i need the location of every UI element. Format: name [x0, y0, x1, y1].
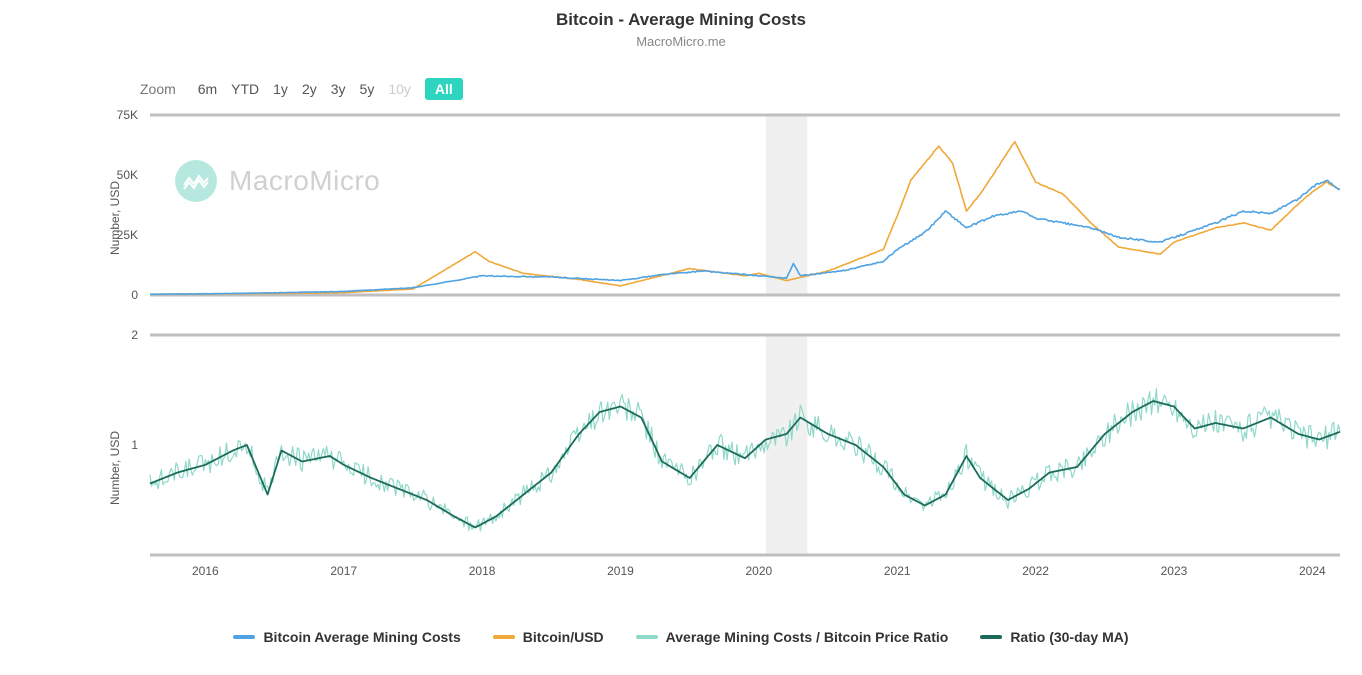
- legend-swatch: [980, 635, 1002, 639]
- zoom-option-3y[interactable]: 3y: [331, 81, 346, 97]
- legend-item[interactable]: Bitcoin Average Mining Costs: [233, 629, 460, 645]
- legend-item[interactable]: Average Mining Costs / Bitcoin Price Rat…: [636, 629, 949, 645]
- legend: Bitcoin Average Mining Costs Bitcoin/USD A…: [0, 626, 1362, 645]
- svg-text:50K: 50K: [117, 168, 138, 182]
- svg-text:2022: 2022: [1022, 564, 1049, 578]
- svg-text:2020: 2020: [745, 564, 772, 578]
- legend-label: Bitcoin/USD: [523, 629, 604, 645]
- zoom-option-6m[interactable]: 6m: [198, 81, 217, 97]
- svg-text:2017: 2017: [330, 564, 357, 578]
- y-axis-label-top: Number, USD: [108, 181, 122, 255]
- svg-text:1: 1: [131, 438, 138, 452]
- legend-item[interactable]: Bitcoin/USD: [493, 629, 604, 645]
- bottom-chart[interactable]: 1 2 2016 2017 2018 2019 2020 2021 2022 2023 2024: [0, 325, 1362, 585]
- svg-text:75K: 75K: [117, 108, 138, 122]
- chart-title: Bitcoin - Average Mining Costs: [0, 0, 1362, 30]
- svg-text:2016: 2016: [192, 564, 219, 578]
- svg-text:0: 0: [131, 288, 138, 302]
- chart-subtitle: MacroMicro.me: [0, 34, 1362, 49]
- svg-text:2024: 2024: [1299, 564, 1326, 578]
- legend-swatch: [233, 635, 255, 639]
- legend-item[interactable]: Ratio (30-day MA): [980, 629, 1128, 645]
- legend-label: Ratio (30-day MA): [1010, 629, 1128, 645]
- zoom-option-2y[interactable]: 2y: [302, 81, 317, 97]
- y-axis-label-bottom: Number, USD: [108, 431, 122, 505]
- zoom-bar: Zoom 6m YTD 1y 2y 3y 5y 10y All: [140, 78, 491, 100]
- top-chart[interactable]: 025K50K75K: [0, 105, 1362, 325]
- svg-text:2019: 2019: [607, 564, 634, 578]
- legend-label: Average Mining Costs / Bitcoin Price Rat…: [666, 629, 949, 645]
- zoom-option-all[interactable]: All: [425, 78, 463, 100]
- zoom-option-ytd[interactable]: YTD: [231, 81, 259, 97]
- svg-text:2021: 2021: [884, 564, 911, 578]
- svg-text:2018: 2018: [469, 564, 496, 578]
- zoom-label: Zoom: [140, 81, 176, 97]
- legend-swatch: [636, 635, 658, 639]
- zoom-option-10y[interactable]: 10y: [388, 81, 411, 97]
- zoom-option-5y[interactable]: 5y: [360, 81, 375, 97]
- legend-swatch: [493, 635, 515, 639]
- zoom-option-1y[interactable]: 1y: [273, 81, 288, 97]
- svg-text:2023: 2023: [1161, 564, 1188, 578]
- svg-text:2: 2: [131, 328, 138, 342]
- legend-label: Bitcoin Average Mining Costs: [263, 629, 460, 645]
